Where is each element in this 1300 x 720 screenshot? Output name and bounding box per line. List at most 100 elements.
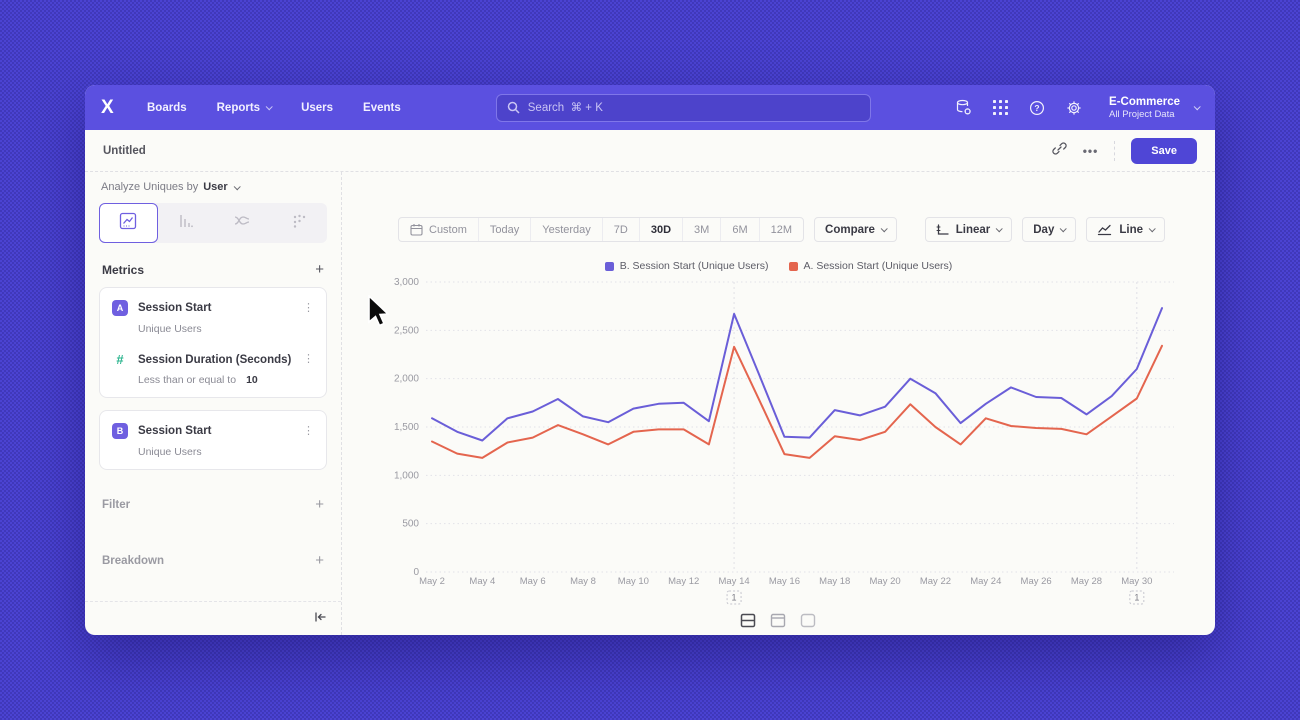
metric-subtitle[interactable]: Unique Users: [138, 323, 202, 335]
search-input[interactable]: [527, 101, 860, 114]
analyze-value-dropdown[interactable]: User: [203, 181, 241, 193]
filter-title: Filter: [102, 498, 131, 511]
flows-icon: [233, 212, 251, 235]
query-builder-sidebar: Analyze Uniques by User Metrics: [85, 172, 342, 635]
legend-item-a[interactable]: A. Session Start (Unique Users): [788, 260, 952, 272]
range-yesterday[interactable]: Yesterday: [531, 218, 603, 241]
filter-section-header: Filter +: [85, 497, 341, 512]
view-chart-only-toggle[interactable]: [770, 613, 787, 628]
metric-card-group: A Session Start ⋮ Unique Users # Session…: [99, 287, 327, 398]
top-nav: X Boards Reports Users Events ?: [85, 85, 1215, 130]
project-name: E-Commerce: [1109, 95, 1180, 108]
range-3m[interactable]: 3M: [683, 218, 722, 241]
data-management-icon[interactable]: [955, 99, 972, 116]
interval-dropdown[interactable]: Day: [1022, 217, 1077, 242]
search-icon: [507, 101, 520, 114]
tab-flows[interactable]: [214, 203, 271, 243]
y-axis-label: 3,000: [394, 277, 419, 288]
y-axis-label: 2,000: [394, 374, 419, 385]
x-axis-label: May 28: [1071, 576, 1102, 587]
nav-item-users[interactable]: Users: [301, 101, 334, 114]
add-breakdown-button[interactable]: +: [315, 552, 324, 569]
divider: [1114, 140, 1116, 161]
annotation-count: 1: [1134, 593, 1139, 603]
add-metric-button[interactable]: +: [315, 261, 324, 278]
analyze-label: Analyze Uniques by: [101, 181, 199, 193]
chart-panel: Custom Today Yesterday 7D 30D 3M 6M 12M …: [342, 172, 1215, 635]
metric-badge-a: A: [112, 300, 128, 316]
share-link-icon[interactable]: [1051, 141, 1067, 161]
nav-item-reports[interactable]: Reports: [217, 102, 273, 114]
date-range-segmented-control: Custom Today Yesterday 7D 30D 3M 6M 12M: [398, 217, 805, 242]
range-12m[interactable]: 12M: [770, 223, 793, 236]
range-30d[interactable]: 30D: [640, 218, 684, 241]
metric-name: Session Start: [138, 425, 212, 437]
tab-bar-chart[interactable]: [158, 203, 215, 243]
add-filter-button[interactable]: +: [315, 496, 324, 513]
annotation-marker[interactable]: [1129, 590, 1145, 605]
series-line[interactable]: [431, 307, 1163, 442]
metric-row-duration[interactable]: # Session Duration (Seconds) ⋮: [112, 352, 314, 367]
more-options-button[interactable]: •••: [1082, 143, 1099, 158]
range-6m[interactable]: 6M: [721, 218, 760, 241]
tab-insights[interactable]: [99, 203, 158, 243]
help-icon[interactable]: ?: [1029, 100, 1045, 116]
x-axis-label: May 26: [1021, 576, 1052, 587]
kebab-menu-icon[interactable]: ⋮: [303, 353, 314, 365]
x-axis-label: May 16: [769, 576, 800, 587]
x-axis-label: May 14: [718, 576, 749, 587]
line-chart-icon: [1097, 224, 1112, 236]
project-scope: All Project Data: [1109, 109, 1175, 121]
metric-name: Session Start: [138, 302, 212, 314]
legend-swatch: [788, 261, 798, 271]
search-bar[interactable]: [495, 93, 871, 122]
svg-text:?: ?: [1034, 103, 1039, 113]
x-axis-label: May 6: [520, 576, 546, 587]
metric-row-b[interactable]: B Session Start ⋮: [112, 423, 314, 439]
compare-button[interactable]: Compare: [814, 217, 897, 242]
chart-type-dropdown[interactable]: Line: [1086, 217, 1165, 242]
x-axis-label: May 22: [920, 576, 951, 587]
nav-item-boards[interactable]: Boards: [147, 101, 187, 114]
x-axis-label: May 2: [419, 576, 445, 587]
condition-value[interactable]: 10: [246, 374, 258, 386]
scale-dropdown[interactable]: Linear: [924, 217, 1013, 242]
chevron-down-icon: [233, 182, 241, 190]
metric-card-b: B Session Start ⋮ Unique Users: [99, 410, 327, 470]
apps-grid-icon[interactable]: [993, 100, 1009, 115]
y-axis-label: 500: [402, 519, 419, 530]
settings-gear-icon[interactable]: [1066, 100, 1082, 116]
report-title[interactable]: Untitled: [103, 144, 146, 157]
legend-item-b[interactable]: B. Session Start (Unique Users): [604, 260, 769, 272]
y-axis-label: 1,000: [394, 470, 419, 481]
annotation-count: 1: [732, 593, 737, 603]
series-line[interactable]: [431, 344, 1163, 459]
calendar-icon: [410, 223, 423, 236]
metric-row-a[interactable]: A Session Start ⋮: [112, 300, 314, 316]
nav-item-events[interactable]: Events: [363, 101, 401, 114]
kebab-menu-icon[interactable]: ⋮: [303, 301, 314, 314]
x-axis-label: May 10: [618, 576, 649, 587]
metric-name: Session Duration (Seconds): [138, 353, 292, 366]
tab-retention[interactable]: [271, 203, 328, 243]
chevron-down-icon: [265, 103, 273, 111]
metric-condition[interactable]: Less than or equal to 10: [138, 374, 258, 386]
x-axis-label: May 8: [570, 576, 596, 587]
project-selector[interactable]: E-Commerce All Project Data: [1109, 95, 1201, 121]
save-button[interactable]: Save: [1131, 137, 1197, 164]
range-7d[interactable]: 7D: [603, 218, 640, 241]
kebab-menu-icon[interactable]: ⋮: [303, 424, 314, 437]
view-fullscreen-toggle[interactable]: [800, 613, 817, 628]
mixpanel-logo[interactable]: X: [101, 96, 114, 118]
range-custom[interactable]: Custom: [399, 218, 479, 241]
y-axis-label: 0: [413, 567, 419, 578]
analyze-uniques-row[interactable]: Analyze Uniques by User: [85, 176, 341, 196]
range-today[interactable]: Today: [479, 218, 532, 241]
report-window: X Boards Reports Users Events ?: [85, 85, 1215, 635]
line-chart: 0 500 1,000 1,500 2,000 2,500 3,000 1 1 May 2 May …: [394, 277, 1174, 605]
view-chart-table-toggle[interactable]: [740, 613, 757, 628]
annotation-marker[interactable]: [726, 590, 742, 605]
collapse-sidebar-icon[interactable]: [313, 610, 327, 628]
scatter-dots-icon: [290, 212, 308, 235]
metric-subtitle[interactable]: Unique Users: [138, 446, 202, 458]
